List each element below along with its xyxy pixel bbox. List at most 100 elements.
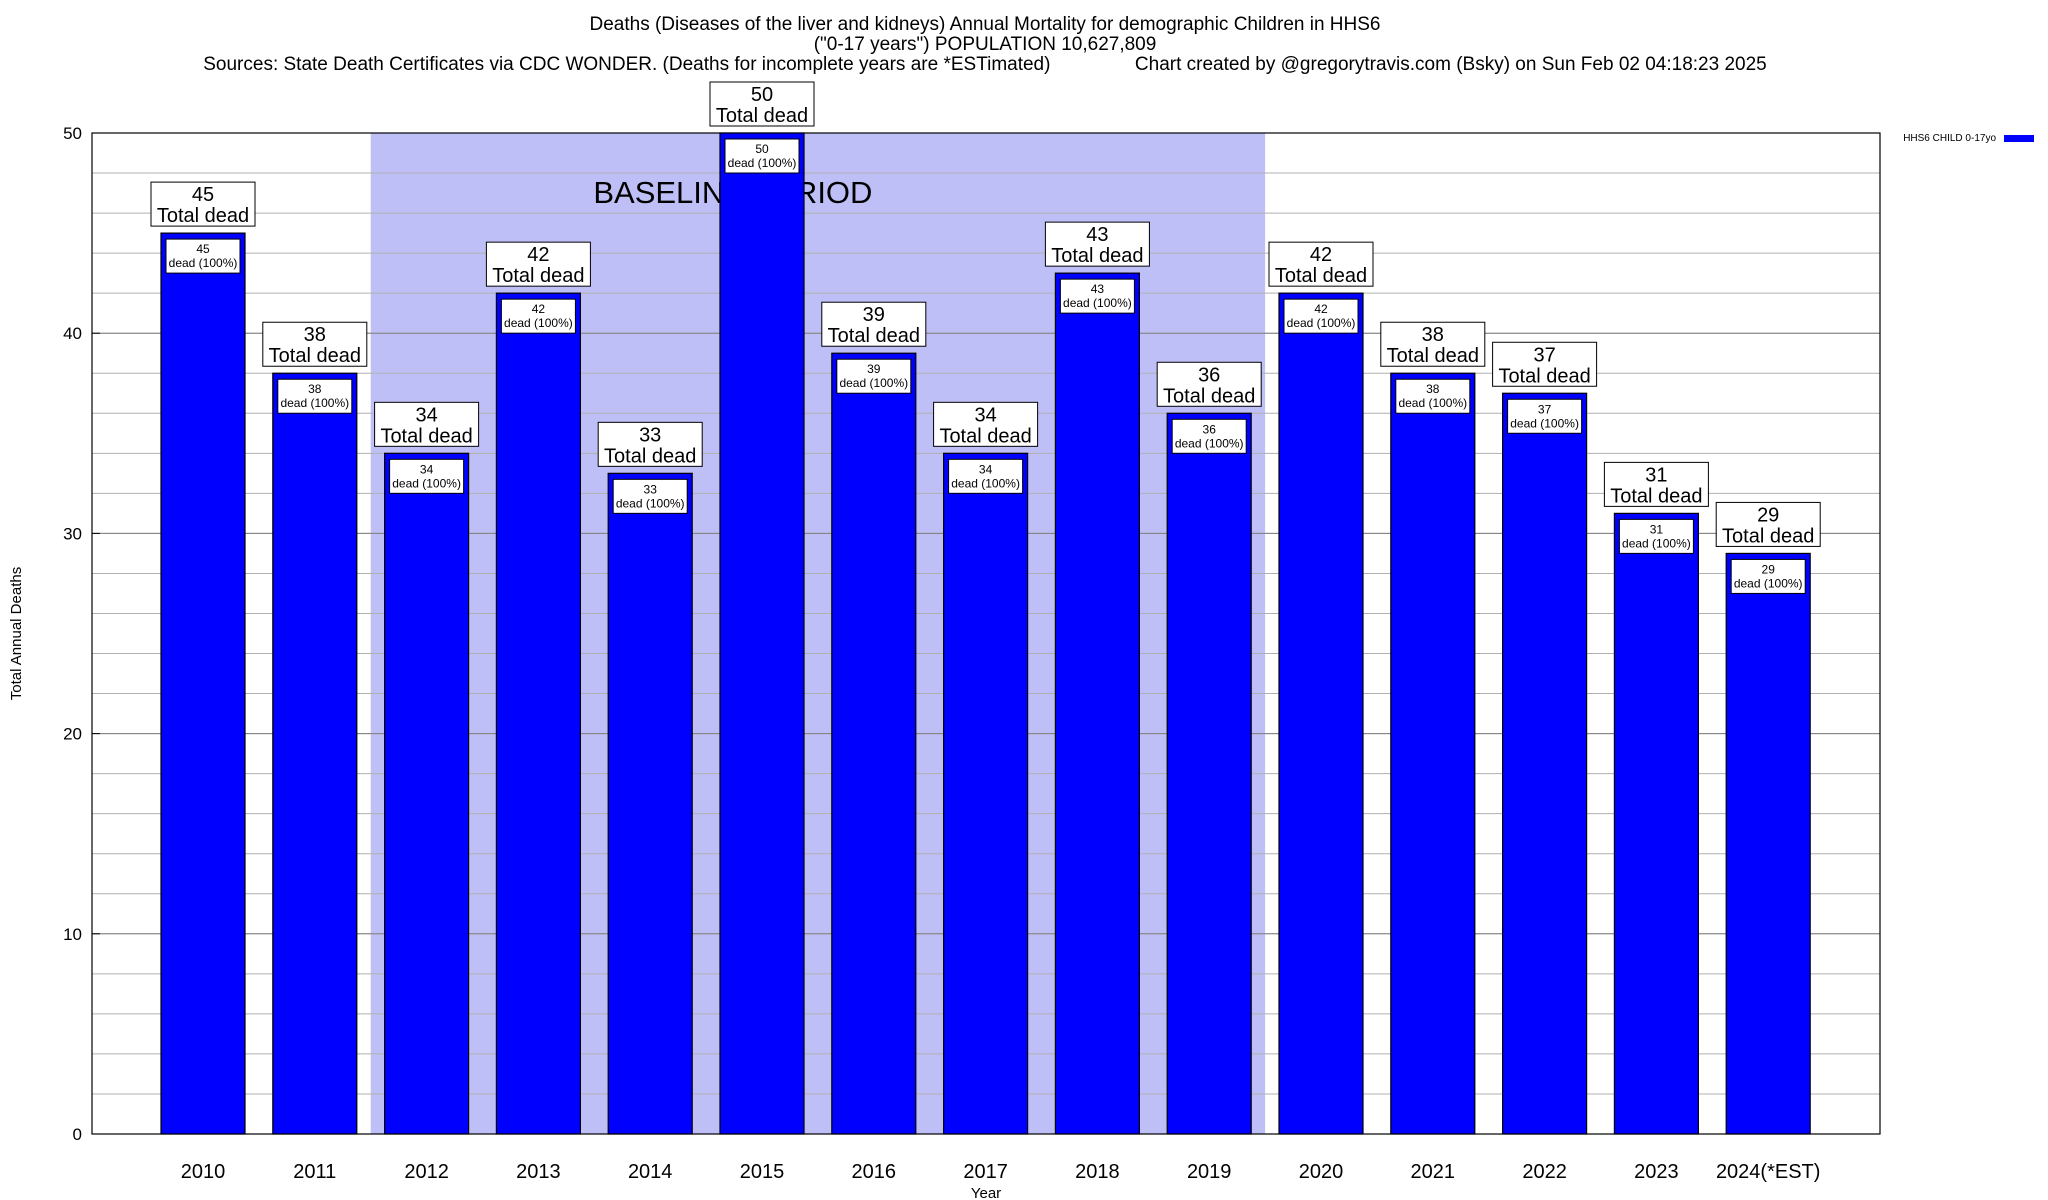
bar-inner-value: 42	[1314, 302, 1328, 316]
bar-total-label: Total dead	[380, 425, 472, 447]
bar	[160, 232, 246, 1135]
bar-total-label: Total dead	[939, 425, 1031, 447]
x-tick-label: 2014	[628, 1161, 673, 1183]
bar-inner-label-box	[165, 238, 241, 274]
bar	[831, 352, 917, 1135]
y-tick-label: 20	[63, 725, 82, 744]
bar-total-value: 34	[415, 404, 437, 426]
bar-total-label: Total dead	[157, 205, 249, 227]
y-tick-label: 50	[63, 124, 82, 143]
bar	[495, 292, 581, 1135]
bar-total-label: Total dead	[1051, 245, 1143, 267]
bar-total-label: Total dead	[492, 265, 584, 287]
bar	[1725, 552, 1811, 1135]
x-tick-label: 2020	[1299, 1161, 1344, 1183]
bar-total-label-box	[597, 421, 703, 467]
bar-inner-label-box	[500, 298, 576, 334]
bar	[1613, 512, 1700, 1135]
bar-total-label: Total dead	[1387, 345, 1479, 367]
x-tick-label: 2015	[740, 1161, 785, 1183]
bar-inner-label-box	[1283, 298, 1359, 334]
bar-inner-label: dead (100%)	[1398, 396, 1467, 410]
bar-total-label: Total dead	[1610, 485, 1702, 507]
bar-inner-label-box	[1730, 558, 1806, 594]
x-tick-label: 2022	[1522, 1161, 1567, 1183]
bar-inner-label: dead (100%)	[504, 316, 573, 330]
bar-total-value: 42	[527, 244, 549, 266]
bar-inner-label: dead (100%)	[1063, 296, 1132, 310]
bar-inner-label: dead (100%)	[1734, 576, 1803, 590]
x-tick-label: 2011	[293, 1161, 336, 1183]
x-tick-label: 2018	[1075, 1161, 1120, 1183]
bar-inner-value: 36	[1203, 422, 1217, 436]
bar-inner-label-box	[389, 458, 465, 494]
bar-inner-value: 45	[196, 242, 210, 256]
x-tick-label: 2023	[1634, 1161, 1679, 1183]
bar-inner-label-box	[1507, 398, 1583, 434]
bar-inner-label-box	[836, 358, 912, 394]
y-tick-label: 10	[63, 925, 82, 944]
bar-total-label: Total dead	[828, 325, 920, 347]
bar-total-label-box	[1156, 361, 1262, 407]
bar-total-label: Total dead	[716, 105, 808, 127]
bar-inner-label: dead (100%)	[951, 476, 1020, 490]
legend-label: HHS6 CHILD 0-17yo	[1903, 133, 1996, 144]
bar-total-label-box	[150, 181, 256, 227]
bar-inner-value: 34	[420, 462, 434, 476]
bar-total-label-box	[1492, 341, 1598, 387]
x-tick-label: 2017	[963, 1161, 1008, 1183]
bar-inner-label: dead (100%)	[616, 496, 685, 510]
bar-inner-value: 42	[532, 302, 546, 316]
bar	[1501, 392, 1588, 1135]
x-tick-label: 2012	[404, 1161, 449, 1183]
bar-inner-value: 38	[1426, 382, 1440, 396]
bar-inner-label-box	[1618, 518, 1694, 554]
bar-total-value: 42	[1310, 244, 1332, 266]
bar-inner-value: 50	[755, 142, 769, 156]
bar-total-label-box	[821, 301, 927, 347]
bar-total-label: Total dead	[604, 445, 696, 467]
bar-total-label: Total dead	[1275, 265, 1367, 287]
bar	[1278, 292, 1364, 1135]
bar-inner-label-box	[1059, 278, 1135, 314]
bar-total-value: 37	[1533, 344, 1555, 366]
bar-total-value: 38	[304, 324, 326, 346]
bar-inner-label: dead (100%)	[839, 376, 908, 390]
bar-inner-label-box	[948, 458, 1024, 494]
bar-inner-value: 43	[1091, 282, 1105, 296]
bar-total-label: Total dead	[269, 345, 361, 367]
bar-total-label-box	[485, 241, 591, 287]
bar-total-value: 50	[751, 84, 773, 106]
bar-inner-label-box	[724, 138, 800, 174]
bar-inner-label: dead (100%)	[392, 476, 461, 490]
bar-total-label-box	[933, 401, 1039, 447]
bar-inner-label: dead (100%)	[1287, 316, 1356, 330]
bar-total-value: 36	[1198, 364, 1220, 386]
bar	[942, 452, 1029, 1135]
bar	[384, 452, 470, 1135]
bar-inner-label: dead (100%)	[1510, 416, 1579, 430]
bar-total-label: Total dead	[1498, 365, 1590, 387]
bar-total-label-box	[1603, 461, 1709, 507]
bar-inner-value: 34	[979, 462, 993, 476]
bar-inner-label-box	[277, 378, 353, 414]
x-tick-label: 2013	[516, 1161, 561, 1183]
bar	[607, 472, 693, 1135]
x-tick-label: 2021	[1411, 1161, 1456, 1183]
bar-total-label: Total dead	[1163, 385, 1255, 407]
bar-inner-value: 29	[1762, 562, 1776, 576]
bar	[272, 372, 358, 1135]
bar-total-value: 43	[1086, 224, 1108, 246]
x-tick-label: 2010	[181, 1161, 226, 1183]
y-tick-label: 30	[63, 524, 82, 543]
bar-total-label-box	[262, 321, 368, 367]
x-tick-label: 2019	[1187, 1161, 1232, 1183]
bar-inner-label: dead (100%)	[280, 396, 349, 410]
bar-inner-label: dead (100%)	[728, 156, 797, 170]
bar-inner-value: 38	[308, 382, 322, 396]
bar-total-value: 33	[639, 424, 661, 446]
legend-swatch	[2004, 135, 2034, 142]
bar-inner-label-box	[612, 478, 688, 514]
bar-total-label-box	[709, 81, 815, 127]
bar-inner-label: dead (100%)	[1622, 536, 1691, 550]
